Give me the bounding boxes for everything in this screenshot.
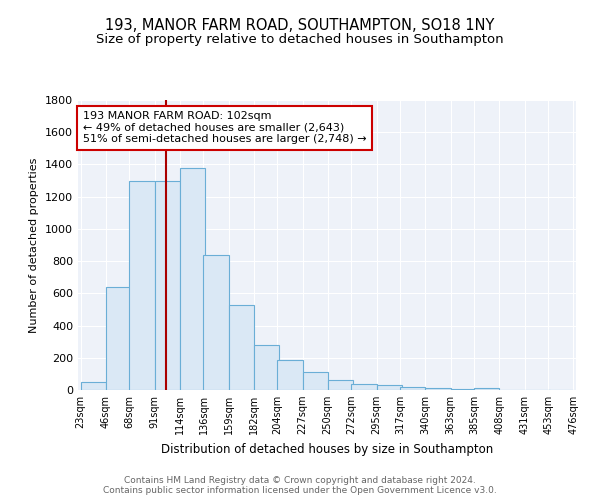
Bar bbox=[277, 360, 302, 390]
Bar bbox=[106, 287, 131, 390]
Text: 193 MANOR FARM ROAD: 102sqm
← 49% of detached houses are smaller (2,643)
51% of : 193 MANOR FARM ROAD: 102sqm ← 49% of det… bbox=[83, 112, 367, 144]
Bar bbox=[425, 388, 451, 390]
Bar bbox=[302, 372, 328, 390]
Bar bbox=[451, 388, 476, 390]
Bar bbox=[254, 345, 278, 390]
Bar bbox=[400, 387, 425, 390]
Bar bbox=[179, 168, 205, 390]
Bar bbox=[155, 180, 179, 390]
X-axis label: Distribution of detached houses by size in Southampton: Distribution of detached houses by size … bbox=[161, 442, 493, 456]
Text: 193, MANOR FARM ROAD, SOUTHAMPTON, SO18 1NY: 193, MANOR FARM ROAD, SOUTHAMPTON, SO18 … bbox=[106, 18, 494, 32]
Text: Contains HM Land Registry data © Crown copyright and database right 2024.
Contai: Contains HM Land Registry data © Crown c… bbox=[103, 476, 497, 495]
Bar bbox=[80, 382, 106, 390]
Bar bbox=[328, 380, 353, 390]
Text: Size of property relative to detached houses in Southampton: Size of property relative to detached ho… bbox=[96, 32, 504, 46]
Y-axis label: Number of detached properties: Number of detached properties bbox=[29, 158, 40, 332]
Bar bbox=[203, 254, 229, 390]
Bar bbox=[377, 385, 401, 390]
Bar bbox=[352, 384, 377, 390]
Bar bbox=[475, 388, 499, 390]
Bar bbox=[130, 180, 155, 390]
Bar bbox=[229, 306, 254, 390]
